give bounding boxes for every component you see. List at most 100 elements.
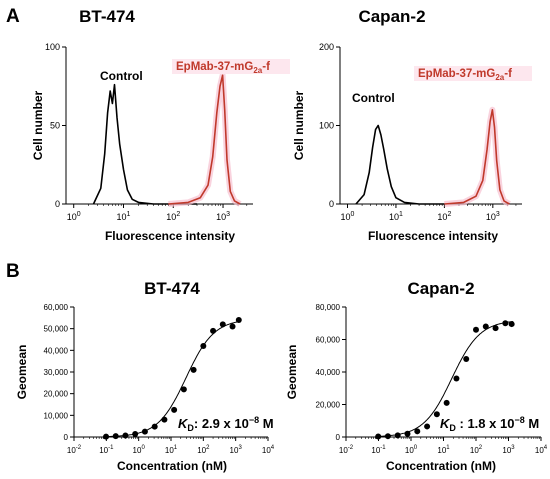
x-tick-label: 102	[470, 445, 483, 455]
x-tick-label: 101	[165, 445, 178, 455]
series-control	[92, 83, 197, 205]
y-tick-label: 50,000	[44, 325, 69, 334]
x-tick-label: 102	[166, 211, 180, 222]
x-tick-label: 100	[67, 211, 81, 222]
x-tick-label: 104	[262, 445, 275, 455]
data-point	[394, 432, 401, 439]
data-point	[229, 323, 236, 330]
data-point	[473, 326, 479, 333]
x-tick-label: 103	[216, 211, 230, 222]
data-point	[443, 399, 450, 406]
data-point	[404, 430, 411, 437]
kd-label: KD : 1.8 x 10−8 M	[440, 415, 539, 433]
x-tick-label: 10-2	[67, 445, 82, 455]
y-tick-label: 0	[329, 199, 334, 209]
y-tick-label: 0	[64, 433, 69, 442]
data-point	[384, 433, 391, 440]
x-tick-label: 102	[437, 211, 451, 222]
y-tick-label: 20,000	[316, 401, 341, 410]
y-tick-label: 60,000	[316, 336, 341, 345]
data-point	[171, 406, 178, 413]
x-tick-label: 102	[197, 445, 210, 455]
y-axis-label: Geomean	[15, 345, 29, 400]
antibody-label-bg	[414, 66, 532, 81]
data-point	[103, 433, 110, 440]
y-tick-label: 60,000	[44, 303, 69, 312]
chart-2: Capan-2 100 101 102 103 0 100 200 Fluorescence i…	[292, 7, 532, 243]
data-point	[122, 432, 129, 439]
y-tick-label: 40,000	[44, 346, 69, 355]
chart-3: BT-474 10-2 10-1 100 101 102 103 104 0 10,000 20,0…	[15, 279, 275, 473]
y-tick-label: 10,000	[44, 411, 69, 420]
antibody-label: EpMab-37-mG2a-f	[418, 68, 512, 82]
data-point	[453, 375, 460, 382]
data-point	[235, 317, 242, 323]
x-tick-label: 100	[133, 445, 146, 455]
chart-title: Capan-2	[358, 7, 425, 26]
data-point	[200, 343, 207, 349]
data-point	[414, 428, 421, 435]
y-tick-label: 20,000	[44, 390, 69, 399]
control-label: Control	[352, 91, 395, 105]
x-tick-label: 101	[117, 211, 131, 222]
chart-title: Capan-2	[407, 279, 474, 298]
x-tick-label: 101	[389, 211, 403, 222]
panel-letter-b: B	[6, 261, 20, 282]
series-antibody	[444, 109, 510, 205]
chart-4: Capan-2 10-2 10-1 100 101 102 103 104 0 20,000 40,…	[285, 279, 548, 473]
y-tick-label: 50	[50, 121, 60, 131]
y-tick-label: 200	[319, 42, 334, 52]
data-point	[161, 416, 168, 423]
x-tick-label: 100	[341, 211, 355, 222]
x-tick-label: 101	[437, 445, 450, 455]
chart-title: BT-474	[144, 279, 200, 298]
data-point	[508, 321, 515, 328]
y-tick-label: 0	[336, 433, 341, 442]
y-axis-label: Geomean	[285, 345, 299, 400]
antibody-label-bg	[172, 59, 290, 74]
x-tick-label: 100	[405, 445, 418, 455]
charts-group: BT-474 100 101 102 103 0 50 100 Fluorescence int…	[15, 7, 548, 473]
x-tick-label: 10-1	[371, 445, 386, 455]
data-point	[463, 356, 470, 362]
series-antibody	[168, 74, 241, 205]
panel-letter-a: A	[6, 6, 20, 27]
y-axis-label: Cell number	[292, 91, 306, 161]
x-axis-label: Concentration (nM)	[386, 459, 496, 473]
series-control	[355, 124, 445, 205]
data-point	[210, 327, 217, 334]
x-tick-label: 103	[486, 211, 500, 222]
y-tick-label: 100	[45, 42, 60, 52]
antibody-label: EpMab-37-mG2a-f	[176, 61, 270, 75]
data-point	[375, 433, 382, 440]
data-point	[112, 433, 119, 440]
y-tick-label: 0	[55, 199, 60, 209]
data-point	[151, 423, 158, 430]
x-tick-label: 103	[230, 445, 243, 455]
x-tick-label: 10-1	[99, 445, 114, 455]
y-axis-label: Cell number	[31, 91, 45, 161]
data-point	[180, 386, 187, 393]
x-tick-label: 103	[502, 445, 515, 455]
y-tick-label: 80,000	[316, 303, 341, 312]
data-point	[482, 323, 489, 330]
data-point	[502, 320, 509, 327]
x-axis-label: Fluorescence intensity	[105, 229, 235, 243]
data-point	[190, 366, 197, 373]
control-label: Control	[100, 69, 143, 83]
x-axis-label: Concentration (nM)	[117, 459, 227, 473]
x-tick-label: 10-2	[339, 445, 354, 455]
data-point	[141, 428, 148, 435]
data-point	[492, 325, 499, 332]
chart-1: BT-474 100 101 102 103 0 50 100 Fluorescence int…	[31, 7, 290, 243]
y-tick-label: 100	[319, 121, 334, 131]
x-tick-label: 104	[535, 445, 548, 455]
y-tick-label: 40,000	[316, 368, 341, 377]
kd-label: KD: 2.9 x 10−8 M	[178, 415, 274, 433]
data-point	[132, 430, 139, 437]
data-point	[219, 321, 226, 328]
y-tick-label: 30,000	[44, 368, 69, 377]
x-axis-label: Fluorescence intensity	[368, 229, 498, 243]
data-point	[424, 423, 431, 430]
